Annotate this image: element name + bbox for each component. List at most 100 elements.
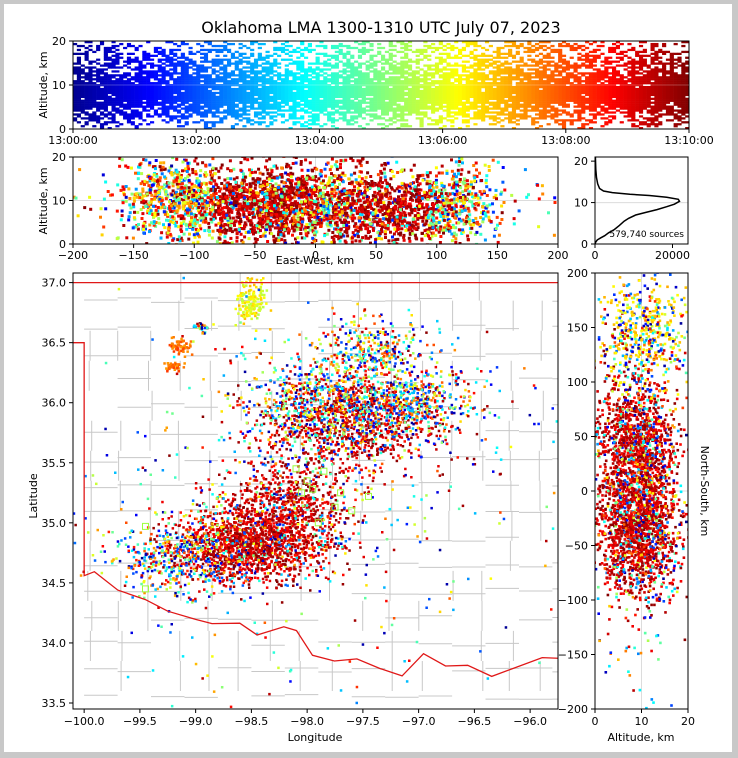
- time-height-source-block: [673, 115, 678, 118]
- time-height-source-block: [319, 68, 324, 71]
- time-height-source-block: [342, 64, 347, 67]
- time-height-source-block: [623, 111, 628, 114]
- time-height-source-block: [535, 46, 540, 50]
- time-height-source-block: [311, 119, 316, 122]
- time-height-source-block: [84, 78, 89, 81]
- time-height-source-block: [176, 80, 182, 83]
- time-height-source-block: [673, 84, 678, 87]
- time-height-source-block: [477, 62, 482, 65]
- time-height-source-block: [619, 99, 624, 102]
- time-height-source-block: [76, 80, 81, 83]
- time-height-source-block: [73, 85, 78, 89]
- time-height-source-block: [223, 89, 228, 93]
- time-height-source-block: [623, 93, 628, 97]
- time-height-source-block: [508, 80, 513, 83]
- time-height-source-block: [219, 76, 224, 79]
- time-height-source-block: [515, 52, 520, 55]
- time-height-source-block: [631, 109, 636, 112]
- time-height-source-block: [558, 64, 563, 67]
- time-height-source-block: [261, 121, 266, 124]
- time-height-source-block: [242, 84, 247, 87]
- time-height-source-block: [126, 93, 132, 97]
- time-height-source-block: [461, 74, 466, 77]
- time-height-source-block: [404, 119, 409, 122]
- time-height-source-block: [638, 84, 644, 87]
- time-height-source-block: [265, 107, 270, 110]
- time-height-source-block: [535, 103, 540, 106]
- time-height-source-block: [677, 85, 682, 89]
- time-height-source-block: [373, 54, 378, 57]
- time-height-source-block: [153, 70, 158, 73]
- time-height-source-block: [411, 76, 416, 79]
- time-height-source-block: [165, 107, 170, 110]
- time-height-source-block: [73, 62, 78, 65]
- ew-height-source: [119, 188, 123, 192]
- time-height-source-block: [350, 64, 355, 67]
- time-height-source-block: [561, 91, 567, 95]
- time-height-source-block: [357, 105, 363, 108]
- ew-height-source: [160, 196, 164, 200]
- time-height-source-block: [492, 117, 497, 120]
- time-height-source-block: [646, 82, 651, 85]
- time-height-source-block: [561, 95, 567, 99]
- time-height-source-block: [665, 72, 671, 75]
- time-height-source-block: [200, 99, 205, 102]
- time-height-source-block: [227, 91, 232, 95]
- time-height-source-block: [84, 89, 89, 93]
- time-height-source-block: [161, 89, 166, 93]
- time-height-source-block: [161, 105, 166, 108]
- time-height-source-block: [612, 89, 617, 93]
- time-height-source-block: [600, 117, 605, 120]
- time-height-source-block: [342, 85, 347, 89]
- time-height-source-block: [673, 93, 678, 97]
- time-height-source-block: [269, 91, 274, 95]
- time-height-source-block: [304, 97, 309, 100]
- time-height-source-block: [346, 121, 351, 124]
- time-height-source-block: [411, 72, 416, 75]
- time-height-source-block: [261, 91, 266, 95]
- time-height-source-block: [350, 76, 355, 79]
- time-height-source-block: [176, 48, 182, 52]
- time-height-source-block: [481, 46, 486, 50]
- time-height-source-block: [685, 105, 689, 108]
- time-height-source-block: [211, 68, 216, 71]
- time-height-source-block: [419, 121, 424, 124]
- time-height-source-block: [250, 80, 255, 83]
- time-height-source-block: [88, 113, 93, 116]
- time-height-source-block: [354, 60, 359, 63]
- time-height-source-block: [404, 113, 409, 116]
- time-height-source-block: [423, 50, 428, 54]
- time-height-source-block: [550, 101, 555, 104]
- time-height-source-block: [153, 87, 158, 91]
- time-height-source-block: [677, 87, 682, 91]
- time-height-source-block: [84, 84, 89, 87]
- time-height-source-block: [619, 107, 624, 110]
- time-height-source-block: [531, 60, 536, 63]
- time-height-source-block: [157, 78, 162, 81]
- time-height-source-block: [330, 78, 336, 81]
- time-height-source-block: [473, 123, 478, 126]
- time-height-source-block: [346, 107, 351, 110]
- time-height-source-block: [230, 111, 235, 114]
- time-height-source-block: [253, 121, 259, 124]
- time-height-source-block: [157, 91, 162, 95]
- time-height-source-block: [165, 89, 170, 93]
- time-height-source-block: [103, 50, 108, 54]
- time-height-source-block: [354, 111, 359, 114]
- time-height-source-block: [523, 89, 528, 93]
- time-height-source-block: [496, 66, 501, 69]
- time-height-source-block: [330, 76, 336, 79]
- time-height-source-block: [404, 56, 409, 59]
- time-height-source-block: [173, 64, 178, 67]
- time-height-source-block: [319, 41, 324, 44]
- time-height-source-block: [111, 113, 116, 116]
- ew-height-source: [176, 193, 180, 196]
- time-height-source-block: [427, 68, 432, 71]
- time-height-source-block: [504, 44, 509, 48]
- time-height-source-block: [169, 103, 174, 106]
- time-height-source-block: [269, 89, 274, 93]
- time-height-source-block: [404, 72, 409, 75]
- time-height-source-block: [253, 97, 259, 100]
- time-height-source-block: [565, 78, 570, 81]
